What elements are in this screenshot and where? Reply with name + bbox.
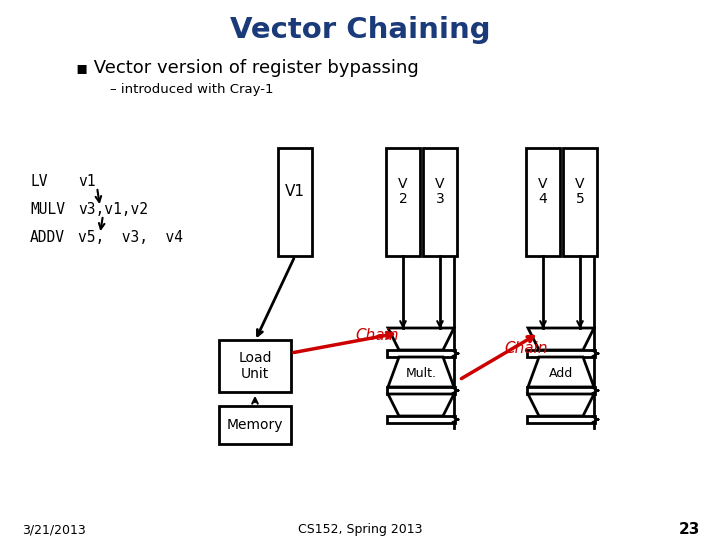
Text: V
3: V 3 [436,177,445,206]
Text: LV: LV [30,174,48,190]
Bar [219,340,291,392]
Bar [278,148,312,256]
Bar [423,148,457,256]
Text: Vector Chaining: Vector Chaining [230,16,490,44]
Text: Vector version of register bypassing: Vector version of register bypassing [88,59,419,77]
Text: v5,  v3,  v4: v5, v3, v4 [78,230,183,245]
Text: Chain: Chain [355,327,398,342]
Text: V1: V1 [285,184,305,199]
Text: – introduced with Cray-1: – introduced with Cray-1 [110,84,274,97]
Bar [527,387,595,394]
Bar [526,148,560,256]
Polygon shape [388,328,454,350]
Text: Memory: Memory [227,418,283,432]
Text: v3,v1,v2: v3,v1,v2 [78,202,148,218]
Text: 3/21/2013: 3/21/2013 [22,523,86,537]
Text: v1: v1 [78,174,96,190]
Bar [563,148,597,256]
Bar [387,350,455,357]
Text: V
5: V 5 [575,177,585,206]
Text: Mult.: Mult. [405,367,436,380]
Polygon shape [388,394,454,416]
Bar [387,416,455,423]
Bar [527,350,595,357]
Text: ▪: ▪ [75,59,87,77]
Text: Chain: Chain [504,341,547,356]
Text: 23: 23 [679,523,700,537]
Bar [386,148,420,256]
Text: MULV: MULV [30,202,65,218]
Text: ADDV: ADDV [30,230,65,245]
Polygon shape [528,357,594,387]
Bar [387,387,455,394]
Bar [527,416,595,423]
Polygon shape [388,357,454,387]
Text: Add: Add [549,367,573,380]
Bar [219,406,291,444]
Text: CS152, Spring 2013: CS152, Spring 2013 [298,523,422,537]
Text: Load
Unit: Load Unit [238,351,271,381]
Text: V
4: V 4 [539,177,548,206]
Text: V
2: V 2 [398,177,408,206]
Polygon shape [528,328,594,350]
Polygon shape [528,394,594,416]
